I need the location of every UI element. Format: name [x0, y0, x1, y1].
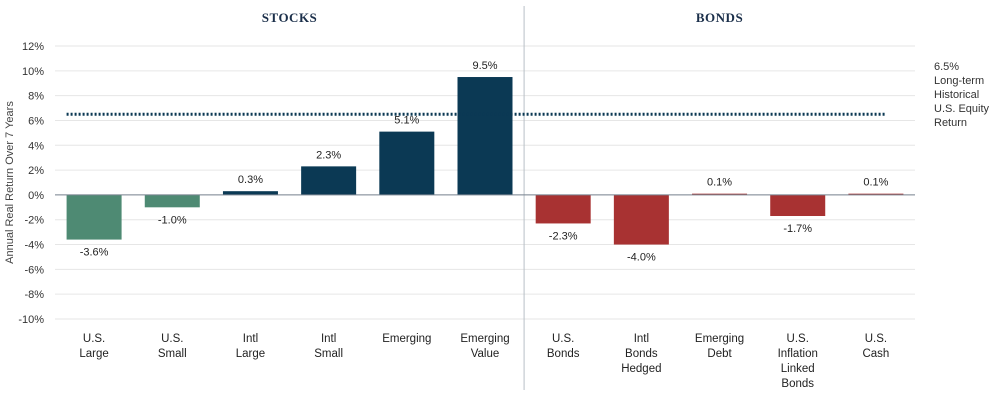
y-tick-label: -10% [18, 314, 44, 326]
y-tick-label: -8% [24, 289, 44, 301]
category-label: U.S. Large [79, 333, 108, 360]
data-label: -4.0% [627, 252, 656, 264]
data-label: 0.1% [863, 177, 888, 189]
category-label: Emerging Value [460, 333, 509, 360]
category-label: Intl Bonds Hedged [621, 333, 661, 375]
category-label: U.S. Small [158, 333, 187, 360]
category-label: U.S. Inflation Linked Bonds [778, 333, 818, 390]
y-tick-label: -6% [24, 264, 44, 276]
category-label: U.S. Cash [862, 333, 889, 360]
y-tick-label: 4% [28, 140, 44, 152]
data-label: -1.0% [158, 214, 187, 226]
category-label: U.S. Bonds [547, 333, 580, 360]
y-axis-label: Annual Real Return Over 7 Years [4, 101, 16, 264]
data-label: -1.7% [783, 223, 812, 235]
data-labels: -3.6% -1.0% 0.3% 2.3% 5.1% 9.5% -2.3% -4.0% 0.1%… [80, 60, 889, 264]
bar [66, 194, 122, 240]
category-label: Emerging Debt [695, 333, 744, 360]
bar [770, 194, 826, 217]
y-tick-label: 12% [22, 41, 44, 53]
bar [848, 193, 904, 195]
data-label: -2.3% [549, 230, 578, 242]
data-label: 0.3% [238, 174, 263, 186]
y-tick-label: 8% [28, 91, 44, 103]
bar [692, 193, 748, 195]
y-tick-label: 6% [28, 115, 44, 127]
category-label: Emerging [382, 333, 431, 345]
category-label: Intl Small [314, 333, 343, 360]
data-label: 9.5% [472, 60, 497, 72]
bar [144, 194, 200, 208]
y-tick-label: 10% [22, 66, 44, 78]
category-label: Intl Large [236, 333, 265, 360]
bar [457, 77, 513, 195]
data-label: 2.3% [316, 149, 341, 161]
bar [222, 191, 278, 195]
y-tick-label: 2% [28, 165, 44, 177]
group-title-bonds: BONDS [696, 10, 743, 25]
data-label: -3.6% [80, 247, 109, 259]
bar [379, 131, 435, 195]
data-label: 0.1% [707, 177, 732, 189]
bar [535, 194, 591, 224]
y-tick-label: -2% [24, 215, 44, 227]
group-title-stocks: STOCKS [262, 10, 318, 25]
bar [301, 166, 357, 195]
y-tick-label: 0% [28, 190, 44, 202]
bar [613, 194, 669, 245]
y-axis-ticks: 12% 10% 8% 6% 4% 2% 0% -2% -4% -6% -8% -10% [18, 41, 44, 326]
data-label: 5.1% [394, 115, 419, 127]
bars [66, 77, 904, 245]
y-tick-label: -4% [24, 240, 44, 252]
reference-line-label: 6.5% Long-term Historical U.S. Equity Return [934, 61, 990, 129]
category-labels: U.S. Large U.S. Small Intl Large Intl Small Emer… [79, 333, 889, 390]
